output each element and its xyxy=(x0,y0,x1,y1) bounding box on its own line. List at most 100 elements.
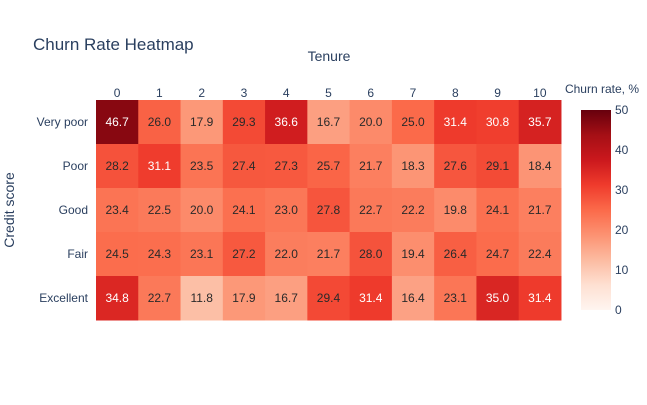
x-tick-label: 5 xyxy=(325,86,332,100)
cell-value-label: 34.8 xyxy=(105,291,129,305)
x-tick-label: 3 xyxy=(241,86,248,100)
cell-value-label: 22.5 xyxy=(148,203,172,217)
x-tick-label: 4 xyxy=(283,86,290,100)
cell-value-label: 30.8 xyxy=(486,115,510,129)
heatmap-cell xyxy=(349,232,393,277)
cell-value-label: 35.0 xyxy=(486,291,510,305)
y-tick-label: Good xyxy=(59,203,88,217)
heatmap-cell xyxy=(96,188,139,233)
cell-value-label: 18.3 xyxy=(401,159,425,173)
cell-value-label: 29.3 xyxy=(232,115,256,129)
cell-value-label: 29.1 xyxy=(486,159,510,173)
cell-value-label: 31.4 xyxy=(528,291,552,305)
cell-value-label: 25.0 xyxy=(401,115,425,129)
heatmap-cell xyxy=(96,232,139,277)
heatmap-cell xyxy=(265,276,308,321)
colorbar-title: Churn rate, % xyxy=(565,82,639,96)
colorbar-ticks: 0 10 20 30 40 50 xyxy=(615,103,629,317)
cell-value-label: 22.4 xyxy=(528,247,552,261)
x-tick-label: 7 xyxy=(410,86,417,100)
heatmap-cell xyxy=(307,232,351,277)
heatmap-cell xyxy=(434,276,477,321)
cell-value-label: 24.1 xyxy=(486,203,510,217)
x-axis-title: Tenure xyxy=(308,48,351,64)
cell-value-label: 24.3 xyxy=(148,247,172,261)
cell-value-label: 21.7 xyxy=(528,203,552,217)
cell-value-label: 24.7 xyxy=(486,247,510,261)
heatmap-cell xyxy=(518,188,562,233)
heatmap-cell xyxy=(96,276,139,321)
heatmap-cell xyxy=(518,232,562,277)
heatmap-cell xyxy=(391,144,435,189)
heatmap-cell xyxy=(476,232,520,277)
heatmap-cell xyxy=(222,276,266,321)
cell-value-label: 18.4 xyxy=(528,159,552,173)
cell-value-label: 22.2 xyxy=(401,203,425,217)
y-axis-ticks: Very poor Poor Good Fair Excellent xyxy=(37,115,89,305)
cell-value-label: 21.7 xyxy=(317,247,341,261)
y-axis-title: Credit score xyxy=(1,172,17,248)
heatmap-cell xyxy=(138,188,182,233)
cell-value-label: 17.9 xyxy=(190,115,214,129)
x-axis-ticks: 0 1 2 3 4 5 6 7 8 9 10 xyxy=(114,86,547,100)
heatmap-cell xyxy=(180,144,224,189)
heatmap-cell xyxy=(138,276,182,321)
cell-value-label: 31.4 xyxy=(444,115,468,129)
colorbar: Churn rate, % 0 10 20 30 40 50 xyxy=(565,82,639,317)
cell-value-label: 19.4 xyxy=(401,247,425,261)
heatmap-cell xyxy=(307,100,351,145)
heatmap-cell xyxy=(476,276,520,321)
cell-value-label: 26.0 xyxy=(148,115,172,129)
heatmap-cell xyxy=(349,276,393,321)
x-tick-label: 6 xyxy=(367,86,374,100)
heatmap-cell xyxy=(222,100,266,145)
heatmap-cell xyxy=(265,188,308,233)
heatmap-cell-labels: 46.7 26.0 17.9 29.3 36.6 16.7 20.0 25.0 31.4 30.8… xyxy=(105,115,551,305)
heatmap-cell xyxy=(138,100,182,145)
cell-value-label: 22.0 xyxy=(275,247,299,261)
cell-value-label: 21.7 xyxy=(359,159,383,173)
cell-value-label: 31.1 xyxy=(148,159,172,173)
x-tick-label: 8 xyxy=(452,86,459,100)
cell-value-label: 16.4 xyxy=(401,291,425,305)
cell-value-label: 23.4 xyxy=(105,203,129,217)
cell-value-label: 27.3 xyxy=(275,159,299,173)
cell-value-label: 23.0 xyxy=(275,203,299,217)
heatmap-cell xyxy=(265,144,308,189)
cell-value-label: 27.4 xyxy=(232,159,256,173)
cell-value-label: 19.8 xyxy=(444,203,468,217)
cell-value-label: 24.5 xyxy=(105,247,129,261)
cell-value-label: 28.2 xyxy=(105,159,129,173)
colorbar-tick-label: 40 xyxy=(615,143,629,157)
x-tick-label: 9 xyxy=(494,86,501,100)
heatmap-cell xyxy=(96,144,139,189)
heatmap-cell xyxy=(434,100,477,145)
cell-value-label: 27.8 xyxy=(317,203,341,217)
cell-value-label: 29.4 xyxy=(317,291,341,305)
cell-value-label: 20.0 xyxy=(359,115,383,129)
heatmap-cell xyxy=(265,232,308,277)
heatmap-cell xyxy=(265,100,308,145)
x-tick-label: 10 xyxy=(533,86,547,100)
cell-value-label: 23.5 xyxy=(190,159,214,173)
heatmap-cell xyxy=(180,188,224,233)
cell-value-label: 22.7 xyxy=(148,291,172,305)
heatmap-cell xyxy=(518,144,562,189)
heatmap-cell xyxy=(476,144,520,189)
cell-value-label: 28.0 xyxy=(359,247,383,261)
y-tick-label: Very poor xyxy=(37,115,88,129)
heatmap-cell xyxy=(138,232,182,277)
heatmap-cell xyxy=(96,100,139,145)
cell-value-label: 25.7 xyxy=(317,159,341,173)
colorbar-tick-label: 0 xyxy=(615,303,622,317)
heatmap-cell xyxy=(222,188,266,233)
x-tick-label: 1 xyxy=(156,86,163,100)
heatmap-cell xyxy=(518,100,562,145)
colorbar-tick-label: 50 xyxy=(615,103,629,117)
heatmap-cell xyxy=(349,188,393,233)
heatmap-cell xyxy=(391,188,435,233)
cell-value-label: 27.2 xyxy=(232,247,256,261)
heatmap-cell xyxy=(222,144,266,189)
